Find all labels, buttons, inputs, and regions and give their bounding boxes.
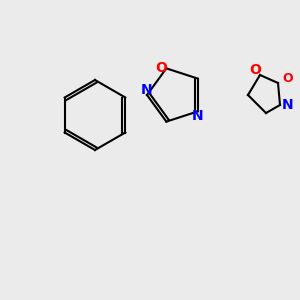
Text: N: N — [282, 98, 294, 112]
Text: O: O — [155, 61, 167, 75]
Text: N: N — [192, 110, 203, 124]
Text: N: N — [141, 83, 153, 97]
Text: O: O — [283, 71, 293, 85]
Text: O: O — [249, 63, 261, 77]
